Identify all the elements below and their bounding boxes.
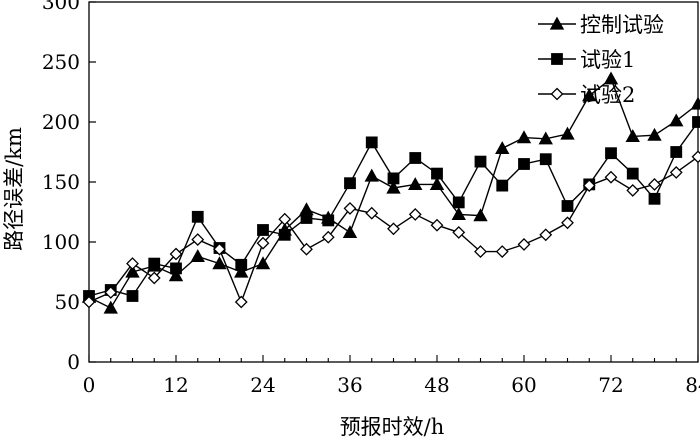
- legend-item: 试验2: [538, 83, 635, 107]
- data-point: [671, 147, 682, 158]
- y-tick-label: 0: [67, 350, 80, 374]
- data-point: [127, 291, 138, 302]
- y-tick-label: 250: [42, 50, 80, 74]
- data-point: [606, 148, 617, 159]
- x-tick-label: 72: [598, 373, 623, 397]
- data-point: [497, 246, 508, 257]
- data-point: [127, 258, 138, 269]
- data-point: [388, 173, 399, 184]
- data-point: [258, 225, 269, 236]
- data-point: [104, 302, 117, 314]
- data-point: [649, 179, 660, 190]
- data-point: [649, 193, 660, 204]
- data-point: [191, 250, 204, 262]
- data-point: [345, 203, 356, 214]
- data-point: [149, 258, 160, 269]
- data-point: [562, 217, 573, 228]
- data-point: [410, 153, 421, 164]
- data-point: [648, 129, 661, 141]
- x-tick-label: 84: [685, 373, 700, 397]
- x-tick-label: 0: [83, 373, 96, 397]
- data-point: [365, 170, 378, 182]
- y-tick-label: 50: [55, 290, 80, 314]
- y-tick-label: 200: [42, 110, 80, 134]
- y-tick-label: 300: [42, 0, 80, 14]
- data-point: [693, 117, 700, 128]
- data-point: [171, 263, 182, 274]
- data-point: [345, 178, 356, 189]
- x-tick-label: 12: [163, 373, 188, 397]
- data-point: [692, 98, 700, 110]
- legend-item: 试验1: [538, 48, 635, 72]
- data-point: [432, 168, 443, 179]
- x-tick-label: 24: [250, 373, 275, 397]
- data-point: [606, 172, 617, 183]
- data-point: [192, 234, 203, 245]
- data-point: [323, 215, 334, 226]
- data-point: [366, 208, 377, 219]
- x-tick-label: 60: [511, 373, 536, 397]
- series-2: [84, 117, 700, 302]
- legend-marker: [552, 54, 563, 65]
- data-point: [519, 239, 530, 250]
- legend-item: 控制试验: [538, 13, 664, 37]
- data-point: [540, 229, 551, 240]
- data-point: [323, 232, 334, 243]
- data-point: [496, 142, 509, 154]
- legend-marker: [552, 89, 563, 100]
- data-point: [561, 128, 574, 140]
- series-1: [83, 72, 700, 313]
- data-point: [236, 259, 247, 270]
- data-point: [518, 131, 531, 143]
- data-point: [344, 226, 357, 238]
- data-point: [432, 220, 443, 231]
- data-point: [388, 223, 399, 234]
- data-point: [540, 154, 551, 165]
- data-point: [301, 213, 312, 224]
- legend-label: 试验2: [580, 83, 635, 107]
- x-axis-label: 预报时效/h: [340, 415, 445, 439]
- y-axis-label: 路径误差/km: [2, 127, 26, 251]
- data-point: [452, 208, 465, 220]
- y-tick-label: 150: [42, 170, 80, 194]
- legend-label: 控制试验: [580, 13, 664, 37]
- data-point: [627, 168, 638, 179]
- data-point: [410, 209, 421, 220]
- data-point: [236, 297, 247, 308]
- data-point: [670, 114, 683, 126]
- x-tick-label: 36: [337, 373, 362, 397]
- data-point: [519, 159, 530, 170]
- data-point: [453, 197, 464, 208]
- legend-label: 试验1: [580, 48, 635, 72]
- data-point: [279, 229, 290, 240]
- data-point: [562, 201, 573, 212]
- data-point: [627, 185, 638, 196]
- data-point: [192, 211, 203, 222]
- data-point: [475, 156, 486, 167]
- data-point: [497, 180, 508, 191]
- data-point: [671, 167, 682, 178]
- data-point: [301, 244, 312, 255]
- y-tick-label: 100: [42, 230, 80, 254]
- data-point: [366, 137, 377, 148]
- data-point: [257, 257, 270, 269]
- x-tick-label: 48: [424, 373, 449, 397]
- series-layer: [83, 72, 700, 313]
